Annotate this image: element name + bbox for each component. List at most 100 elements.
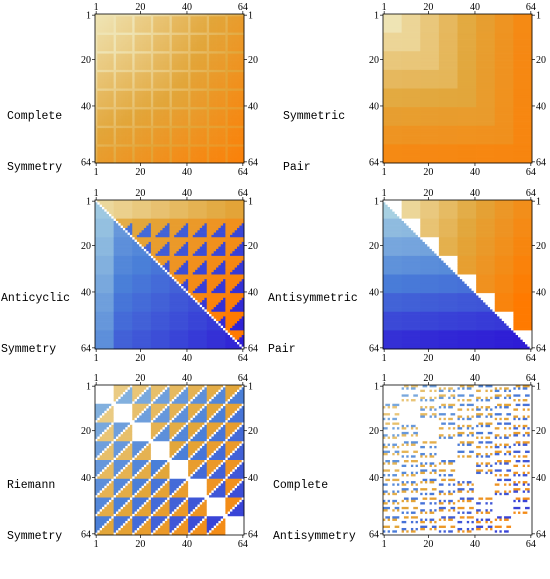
matrix-cell-run [211,119,214,122]
matrix-cell-run [163,140,166,143]
matrix-cell-run [118,37,121,40]
matrix-cell-run [167,123,170,126]
matrix-cell-run [190,91,193,94]
matrix-cell-run [204,40,207,43]
matrix-cell-run [100,119,103,122]
matrix-cell-run [204,261,207,264]
matrix-cell-run [170,242,187,245]
matrix-cell-run [495,158,514,161]
matrix-cell-run [216,84,219,87]
matrix-cell-run [176,137,179,140]
matrix-cell-run [137,119,140,122]
matrix-cell-run [163,142,166,145]
matrix-cell-run [232,61,235,64]
matrix-cell-run [104,44,107,47]
matrix-cell-run [130,112,133,115]
matrix-cell-run [209,65,212,68]
matrix-cell-run [116,133,119,136]
matrix-cell-run [153,105,156,108]
matrix-cell-run [100,147,103,150]
matrix-cell-run [476,102,495,105]
matrix-cell-run [179,21,182,24]
matrix-cell-run [495,33,514,36]
matrix-cell-run [186,84,189,87]
matrix-cell-run [207,240,226,243]
matrix-cell-run [495,112,514,115]
matrix-cell-run [102,89,105,92]
matrix-cell-run [123,28,126,31]
matrix-cell-run [186,151,189,154]
matrix-cell-run [135,56,138,59]
matrix-cell-run [158,93,161,96]
matrix-cell-run [221,91,224,94]
matrix-cell-run [239,98,242,101]
matrix-cell-run [221,154,224,157]
matrix-cell-run [116,65,119,68]
matrix-cell-run [102,86,105,89]
matrix-cell-run [232,109,237,112]
matrix-cell-run [195,23,198,26]
matrix-cell-run [214,144,217,147]
matrix-cell-run [183,26,186,29]
matrix-cell-run [225,65,228,68]
matrix-cell-run [158,42,161,45]
matrix-cell-run [146,54,149,57]
matrix-cell-run [151,49,154,52]
matrix-cell-run [125,116,128,119]
matrix-cell-run [165,77,168,80]
matrix-cell-run [197,54,200,57]
matrix-cell-run [225,100,228,103]
matrix-cell-run [211,116,214,119]
matrix-cell-run [114,228,124,231]
matrix-cell-run [107,149,110,152]
matrix-cell-run [204,112,207,115]
matrix-cell-run [114,284,133,287]
matrix-cell-run [230,140,233,143]
matrix-cell-run [197,121,200,124]
matrix-cell-run [186,135,189,138]
matrix-cell-run [176,63,179,66]
matrix-cell-run [218,112,221,115]
matrix-cell-run [125,40,128,43]
matrix-cell-run [188,140,191,143]
matrix-cell-run [132,30,135,33]
matrix-cell-run [151,28,154,31]
matrix-cell-run [216,30,219,33]
matrix-cell-run [223,65,226,68]
matrix-cell-run [107,100,110,103]
matrix-cell-run [235,33,238,36]
matrix-cell-run [118,149,121,152]
matrix-cell-run [167,133,170,136]
matrix-cell-run [235,100,238,103]
matrix-cell-run [158,144,161,147]
matrix-cell-run [183,72,186,75]
matrix-cell-run [188,247,200,250]
matrix-cell-run [142,151,145,154]
matrix-cell-run [225,242,242,245]
matrix-cell-run [235,249,245,252]
matrix-cell-run [232,35,235,38]
matrix-cell-run [183,123,188,126]
matrix-cell-run [132,219,151,222]
matrix-cell-run [188,244,202,247]
matrix-cell-run [186,77,189,80]
matrix-cell-run [237,247,244,250]
matrix-cell-run [239,154,242,157]
matrix-cell-run [218,154,221,157]
matrix-cell-run [202,91,205,94]
matrix-cell-run [165,142,168,145]
matrix-cell-run [165,65,168,68]
matrix-cell-run [402,126,421,129]
matrix-cell-run [237,14,240,17]
matrix-cell-run [160,33,163,36]
matrix-cell-run [172,154,175,157]
matrix-cell-run [97,86,100,89]
matrix-cell-run [130,114,133,117]
matrix-cell-run [214,70,217,73]
matrix-cell-run [214,130,217,133]
matrix-cell-run [128,75,131,78]
matrix-cell-run [102,37,105,40]
matrix-cell-run [114,16,117,19]
matrix-cell-run [97,37,100,40]
matrix-cell-run [188,89,191,92]
